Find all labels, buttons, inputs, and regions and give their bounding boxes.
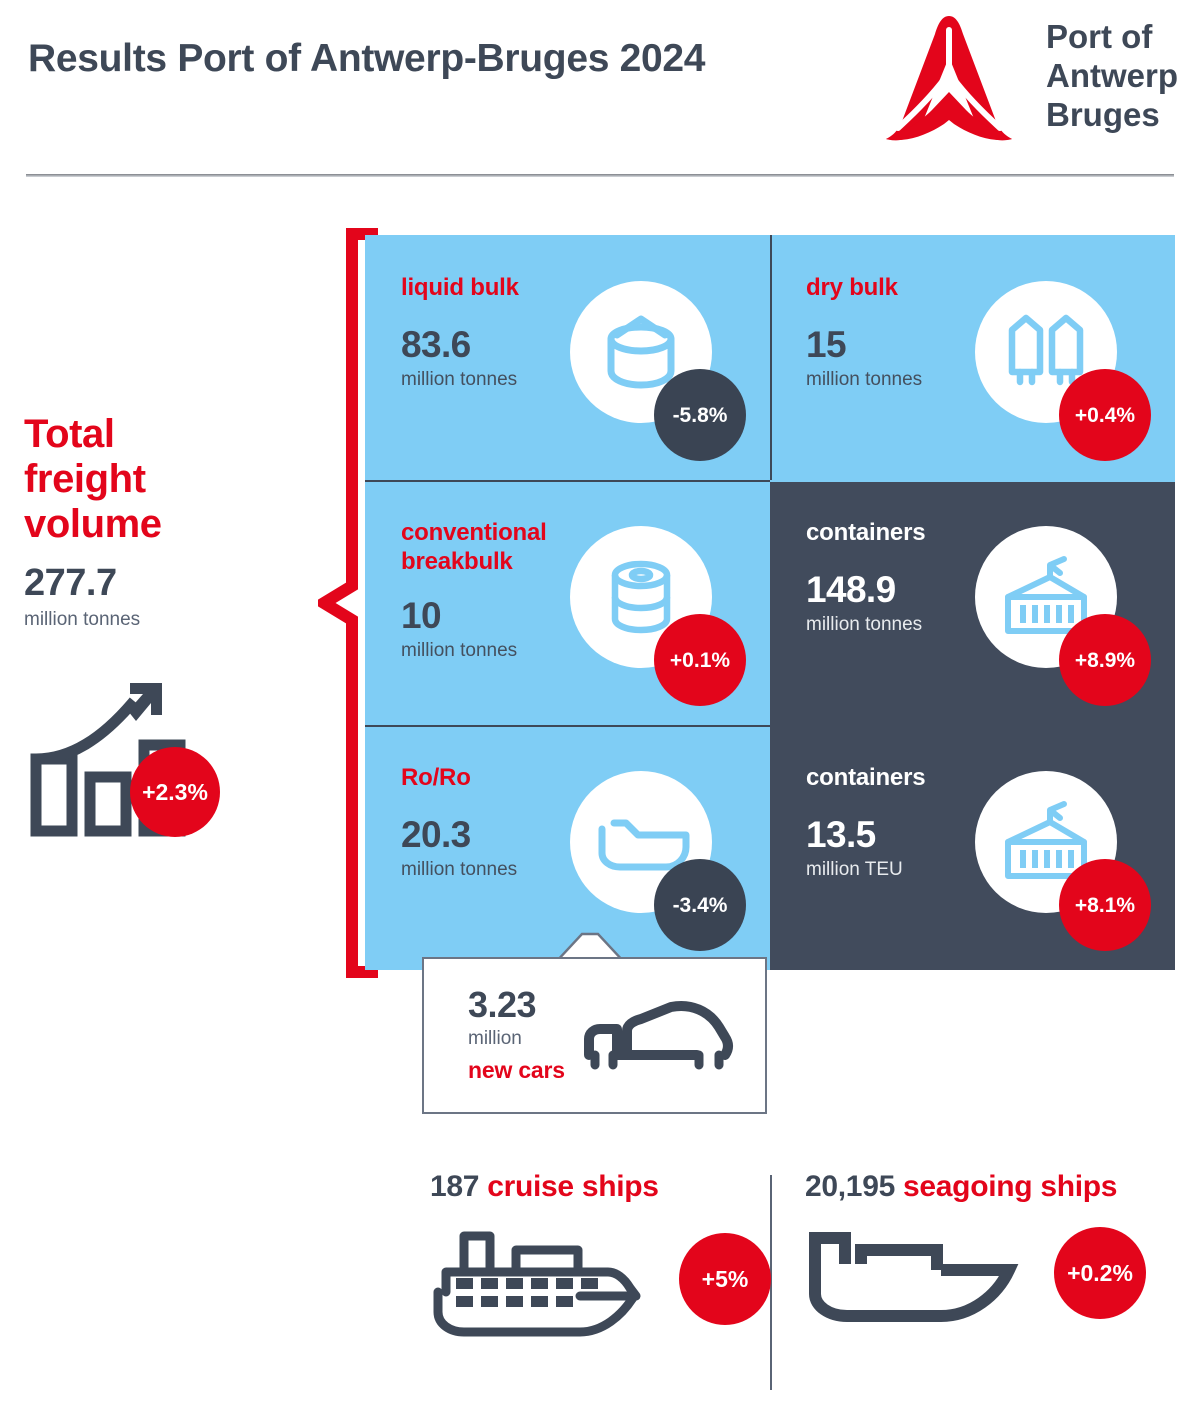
seagoing-ships-change-badge: +0.2% [1054, 1227, 1146, 1319]
cell-liquid-bulk: liquid bulk 83.6 million tonnes -5.8% [365, 235, 770, 480]
cell-unit: million tonnes [401, 639, 518, 661]
cell-unit: million tonnes [401, 859, 518, 881]
cell-label: containers [806, 519, 926, 546]
cell-label: dry bulk [806, 274, 898, 301]
shipping-container-crane-icon [1005, 556, 1087, 634]
cruise-ship-icon [433, 1231, 641, 1337]
cell-unit: million tonnes [806, 369, 923, 391]
cell-conventional-breakbulk: conventional breakbulk 10 million tonnes… [365, 480, 770, 725]
cell-label: conventional breakbulk [401, 519, 547, 576]
cell-value: 20.3 [401, 814, 471, 856]
brand-lockup: Port of Antwerp Bruges [874, 12, 1178, 144]
icon-badge [570, 281, 712, 423]
cell-change-badge: +0.4% [1059, 369, 1151, 461]
cell-change-badge: +8.9% [1059, 614, 1151, 706]
total-change-badge: +2.3% [130, 747, 220, 838]
seagoing-ships-row: +0.2% [805, 1220, 1146, 1326]
cell-unit: million tonnes [401, 369, 518, 391]
header-divider [26, 174, 1174, 177]
total-growth-visual: +2.3% [24, 673, 244, 843]
total-heading: Total freight volume [24, 412, 162, 546]
cell-change-badge: +0.1% [654, 614, 746, 706]
new-cars-text: 3.23 million new cars [468, 987, 565, 1084]
cell-value: 83.6 [401, 324, 471, 366]
new-cars-label: new cars [468, 1057, 565, 1083]
car-icon [583, 1000, 733, 1069]
cell-roro: Ro/Ro 20.3 million tonnes -3.4% [365, 725, 770, 970]
freight-categories-grid: liquid bulk 83.6 million tonnes -5.8% dr… [365, 235, 1175, 970]
cruise-ships-block: 187 cruise ships [430, 1170, 771, 1338]
cell-unit: million TEU [806, 859, 903, 881]
brand-name: Port of Antwerp Bruges [1046, 18, 1178, 133]
red-bracket-icon [318, 228, 378, 978]
total-freight-volume-panel: Total freight volume 277.7 million tonne… [24, 412, 334, 843]
port-of-antwerp-bruges-trefoil-logo-icon [886, 16, 1012, 141]
callout-notch [555, 932, 625, 964]
ships-divider [770, 1175, 772, 1390]
seagoing-ships-count: 20,195 [805, 1170, 895, 1203]
seagoing-ships-heading: 20,195 seagoing ships [805, 1170, 1146, 1204]
cell-dry-bulk: dry bulk 15 million tonnes +0.4% [770, 235, 1175, 480]
cell-value: 13.5 [806, 814, 876, 856]
seagoing-ships-label: seagoing ships [903, 1170, 1118, 1203]
cell-value: 15 [806, 324, 847, 366]
page-title: Results Port of Antwerp-Bruges 2024 [28, 37, 706, 80]
dry-bulk-silos-icon [1008, 314, 1084, 386]
total-unit: million tonnes [24, 609, 141, 631]
page-header: Results Port of Antwerp-Bruges 2024 Port… [0, 0, 1200, 178]
cell-containers-tonnes: containers 148.9 million tonnes [770, 480, 1175, 725]
cruise-ships-count: 187 [430, 1170, 480, 1203]
cell-value: 10 [401, 594, 442, 636]
cell-change-badge: -3.4% [654, 859, 746, 951]
cruise-ships-change-badge: +5% [679, 1233, 771, 1325]
cell-value: 148.9 [806, 569, 896, 611]
cell-change-badge: +8.1% [1059, 859, 1151, 951]
cell-label: Ro/Ro [401, 764, 471, 791]
new-cars-callout: 3.23 million new cars [422, 957, 767, 1114]
total-value: 277.7 [24, 562, 117, 605]
cruise-ships-label: cruise ships [487, 1170, 659, 1203]
new-cars-unit: million [468, 1028, 522, 1049]
breakbulk-steel-coil-icon [611, 560, 671, 634]
cell-unit: million tonnes [806, 614, 923, 636]
seagoing-ships-block: 20,195 seagoing ships +0.2% [805, 1170, 1146, 1326]
cruise-ships-heading: 187 cruise ships [430, 1170, 771, 1204]
cell-label: containers [806, 764, 926, 791]
new-cars-value: 3.23 [468, 984, 537, 1025]
cell-containers-teu: containers 13.5 million TEU [770, 725, 1175, 970]
cruise-ships-row: +5% [430, 1220, 771, 1338]
cell-change-badge: -5.8% [654, 369, 746, 461]
roro-vessel-ramp-icon [598, 819, 690, 871]
cargo-ship-icon [809, 1232, 1019, 1322]
cell-label: liquid bulk [401, 274, 519, 301]
liquid-bulk-tank-icon [607, 315, 675, 389]
